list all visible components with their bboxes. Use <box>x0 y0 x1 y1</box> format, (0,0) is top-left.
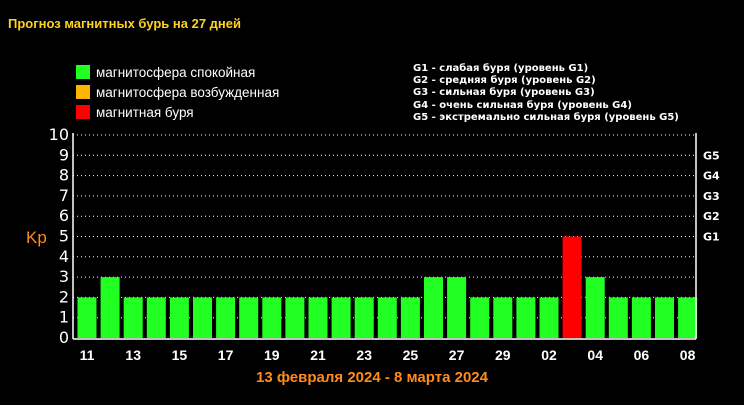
date-range-subtitle: 13 февраля 2024 - 8 марта 2024 <box>256 369 488 386</box>
chart-title: Прогноз магнитных бурь на 27 дней <box>8 16 241 31</box>
x-tick-label: 15 <box>172 347 188 363</box>
storm-level-g1: G1 - слабая буря (уровень G1) <box>413 63 589 74</box>
bar <box>470 297 490 338</box>
legend-label-active: магнитосфера возбужденная <box>96 84 280 100</box>
bar <box>193 297 212 338</box>
bar <box>608 297 628 338</box>
bar <box>562 236 582 338</box>
bar <box>146 297 166 338</box>
storm-level-legend: G1 - слабая буря (уровень G1) G2 - средн… <box>413 63 679 124</box>
bar <box>400 297 420 338</box>
y-tick-label: 8 <box>59 166 69 185</box>
legend-swatch-quiet <box>76 65 90 79</box>
g-level-tick-label: G4 <box>703 170 720 183</box>
y-tick-label: 3 <box>59 267 69 286</box>
storm-level-g5: G5 - экстремально сильная буря (уровень … <box>413 111 679 123</box>
bar <box>539 297 559 338</box>
x-tick-label: 29 <box>495 347 511 363</box>
legend-label-storm: магнитная буря <box>96 104 194 120</box>
bar <box>493 297 513 338</box>
bar <box>354 297 374 338</box>
x-tick-label: 04 <box>587 347 603 363</box>
y-axis-label: Kp <box>26 228 47 247</box>
x-tick-label: 17 <box>218 347 234 363</box>
legend-item-storm: магнитная буря <box>76 102 279 122</box>
legend-item-quiet: магнитосфера спокойная <box>76 62 279 82</box>
bar <box>285 297 305 338</box>
bar <box>169 297 189 338</box>
legend-swatch-storm <box>76 105 90 119</box>
bar <box>424 277 443 338</box>
y-tick-label: 5 <box>59 227 69 246</box>
bar <box>678 297 698 338</box>
g-level-tick-label: G5 <box>703 149 720 162</box>
x-tick-label: 08 <box>680 347 696 363</box>
y-tick-label: 7 <box>59 186 69 205</box>
legend-item-active: магнитосфера возбужденная <box>76 82 279 102</box>
bar <box>239 297 259 338</box>
y-tick-label: 6 <box>59 206 69 225</box>
bar <box>585 277 605 338</box>
bar <box>516 297 536 338</box>
y-tick-label: 10 <box>49 125 69 144</box>
x-tick-label: 23 <box>356 347 372 363</box>
bar <box>308 297 328 338</box>
legend: магнитосфера спокойная магнитосфера возб… <box>76 62 279 122</box>
y-tick-label: 1 <box>59 308 69 327</box>
y-tick-label: 9 <box>59 145 69 164</box>
legend-swatch-active <box>76 85 90 99</box>
x-tick-label: 27 <box>449 347 465 363</box>
bar <box>262 297 282 338</box>
x-tick-label: 02 <box>541 347 557 363</box>
bar <box>655 297 674 338</box>
y-tick-label: 2 <box>59 287 69 306</box>
storm-level-g4: G4 - очень сильная буря (уровень G4) <box>413 99 632 111</box>
bar <box>447 277 467 338</box>
x-tick-label: 19 <box>264 347 280 363</box>
bar <box>123 297 143 338</box>
bar <box>100 277 120 338</box>
storm-level-g3: G3 - сильная буря (уровень G3) <box>413 87 595 99</box>
x-tick-label: 25 <box>403 347 419 363</box>
bar <box>77 297 97 338</box>
x-tick-label: 13 <box>125 347 141 363</box>
x-tick-label: 21 <box>310 347 326 363</box>
y-tick-label: 4 <box>59 247 69 266</box>
g-level-tick-label: G1 <box>703 231 720 244</box>
y-tick-label: 0 <box>59 328 69 347</box>
bar <box>331 297 351 338</box>
bar <box>377 297 397 338</box>
legend-label-quiet: магнитосфера спокойная <box>96 64 256 80</box>
x-tick-label: 11 <box>80 347 95 363</box>
bar <box>631 297 651 338</box>
x-tick-label: 06 <box>634 347 650 363</box>
bar <box>216 297 236 338</box>
storm-level-g2: G2 - средняя буря (уровень G2) <box>413 75 596 87</box>
g-level-tick-label: G2 <box>703 210 720 223</box>
g-level-tick-label: G3 <box>703 190 720 203</box>
